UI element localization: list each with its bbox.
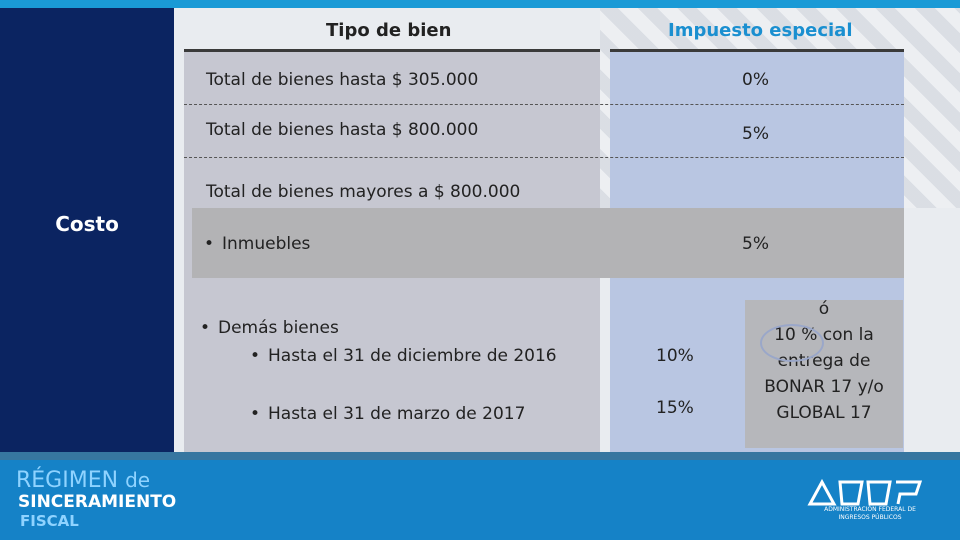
- footer-bar: [0, 452, 960, 540]
- footer-regimen-word: RÉGIMEN: [16, 468, 119, 493]
- demas-item-2016-rate: 10%: [656, 346, 694, 366]
- note-line: ó: [818, 299, 830, 319]
- demas-item-2017-label: Hasta el 31 de marzo de 2017: [250, 404, 525, 424]
- note-line: GLOBAL 17: [776, 403, 872, 423]
- inmuebles-label: Inmuebles: [204, 234, 311, 254]
- note-line: BONAR 17 y/o: [764, 377, 884, 397]
- footer-sinceramiento: SINCERAMIENTO: [18, 492, 177, 512]
- logo-caption-line: ADMINISTRACIÓN FEDERAL DE: [824, 506, 916, 513]
- header-underline-left: [184, 49, 600, 52]
- side-panel: [0, 8, 174, 452]
- top-accent-bar: [0, 0, 960, 8]
- inmuebles-band: [192, 208, 904, 278]
- row-rate-305000: 0%: [742, 70, 769, 90]
- row-divider: [184, 157, 904, 158]
- logo-caption-line: INGRESOS PÚBLICOS: [838, 514, 902, 521]
- side-label: Costo: [55, 212, 119, 236]
- row-rate-800000: 5%: [742, 124, 769, 144]
- header-impuesto-especial: Impuesto especial: [668, 20, 853, 41]
- inmuebles-rate: 5%: [742, 234, 769, 254]
- demas-bienes-label: Demás bienes: [200, 318, 339, 338]
- footer-fiscal: FISCAL: [20, 512, 79, 530]
- demas-item-2016-label: Hasta el 31 de diciembre de 2016: [250, 346, 557, 366]
- header-underline-right: [610, 49, 904, 52]
- row-label-800000: Total de bienes hasta $ 800.000: [206, 120, 479, 140]
- bonar-note-box: ó 10 % con la entrega de BONAR 17 y/o GL…: [745, 299, 903, 448]
- row-label-mayores: Total de bienes mayores a $ 800.000: [206, 182, 521, 202]
- highlight-circle: [760, 324, 824, 362]
- footer-strip: [0, 452, 960, 460]
- footer-regimen-suffix: de: [125, 468, 151, 492]
- afip-logo-icon: [807, 478, 923, 506]
- row-label-305000: Total de bienes hasta $ 305.000: [206, 70, 479, 90]
- header-tipo-de-bien: Tipo de bien: [326, 20, 452, 41]
- footer-regimen: RÉGIMEN de: [16, 468, 150, 493]
- afip-logo-caption: ADMINISTRACIÓN FEDERAL DE INGRESOS PÚBLI…: [820, 506, 920, 522]
- row-divider: [184, 104, 904, 105]
- demas-item-2017-rate: 15%: [656, 398, 694, 418]
